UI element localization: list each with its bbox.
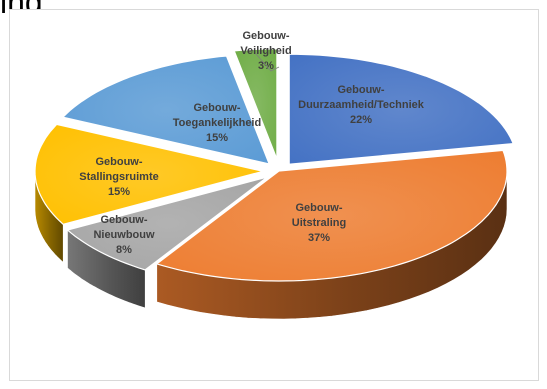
pie-labels: Gebouw-Duurzaamheid/Techniek 22% Gebouw-Ui… (79, 30, 424, 256)
pie-label-1: Gebouw-Duurzaamheid/Techniek 22% (298, 84, 425, 126)
pie-slice-6 (233, 48, 278, 160)
pie-label-5: Gebouw-Toegankelijkheid 15% (173, 102, 261, 144)
pie-top-faces (34, 48, 515, 282)
pie-slice-5 (61, 55, 271, 165)
pie-label-6: Gebouw-Veiligheid 3% (240, 30, 291, 72)
pie-slice-1 (288, 53, 515, 165)
pie-slice-2 (155, 149, 508, 282)
pie-label-3: Gebouw-Nieuwbouw 8% (93, 214, 155, 256)
pie-label-4: Gebouw-Stallingsruimte 15% (79, 156, 158, 198)
pie-slice-3 (66, 176, 268, 271)
pie-label-2: Gebouw-Uitstraling 37% (292, 202, 346, 244)
pie-slice-4 (34, 123, 264, 225)
leader-line-veiligheid (255, 53, 280, 72)
pie-chart: Gebouw-Duurzaamheid/Techniek 22% Gebouw-Ui… (34, 30, 515, 320)
